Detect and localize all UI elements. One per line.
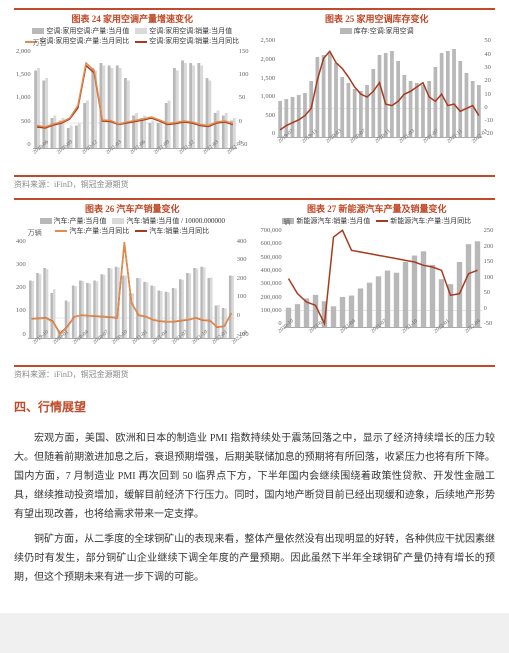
chart-24-unit: 万台	[33, 38, 47, 48]
legend-item: 汽车:销量:当月值 / 10000.000000	[112, 217, 225, 225]
legend-item: 汽车:产量:当月同比	[55, 227, 129, 235]
legend-item: 汽车:产量:当月值	[40, 217, 107, 225]
chart-24-legend: 空调:家用空调:产量:当月值空调:家用空调:销量:当月值空调:家用空调:产量:当…	[14, 27, 251, 46]
legend-item: 空调:家用空调:销量:当月值	[135, 27, 232, 35]
chart-26: 图表 26 汽车产销量变化 汽车:产量:当月值汽车:销量:当月值 / 10000…	[14, 202, 251, 361]
paragraph-2: 铜矿方面，从二季度的全球铜矿山的表现来看，整体产量依然没有出现明显的好转，各种供…	[14, 530, 495, 587]
source-row-2: 资料来源：iFinD，铜冠金源期货	[14, 369, 495, 380]
legend-item: 汽车:销量:当月同比	[135, 227, 209, 235]
chart-24-title: 图表 24 家用空调产量增速变化	[14, 12, 251, 25]
chart-27-legend: 新能源汽车:销量:当月值新能源汽车:产量:当月同比	[259, 217, 496, 225]
chart-27-unit: 辆	[284, 217, 291, 227]
chart-24: 图表 24 家用空调产量增速变化 空调:家用空调:产量:当月值空调:家用空调:销…	[14, 12, 251, 171]
chart-27: 图表 27 新能源汽车产量及销量变化 新能源汽车:销量:当月值新能源汽车:产量:…	[259, 202, 496, 361]
legend-item: 空调:家用空调:产量:当月值	[32, 27, 129, 35]
legend-item: 库存:空调:家用空调	[340, 27, 414, 35]
chart-26-unit: 万辆	[28, 228, 42, 238]
legend-item: 空调:家用空调:销量:当月同比	[135, 37, 239, 45]
chart-26-legend: 汽车:产量:当月值汽车:销量:当月值 / 10000.000000 汽车:产量:当…	[14, 217, 251, 236]
section-heading: 四、行情展望	[14, 398, 495, 415]
chart-26-title: 图表 26 汽车产销量变化	[14, 202, 251, 215]
chart-25-legend: 库存:空调:家用空调	[259, 27, 496, 35]
chart-27-title: 图表 27 新能源汽车产量及销量变化	[259, 202, 496, 215]
chart-25-title: 图表 25 家用空调库存变化	[259, 12, 496, 25]
legend-item: 新能源汽车:产量:当月同比	[376, 217, 471, 225]
source-row-1: 资料来源：iFinD，铜冠金源期货	[14, 179, 495, 190]
chart-25: 图表 25 家用空调库存变化 库存:空调:家用空调 2,5002,0001,50…	[259, 12, 496, 171]
paragraph-1: 宏观方面，美国、欧洲和日本的制造业 PMI 指数持续处于震荡回落之中，显示了经济…	[14, 429, 495, 524]
legend-item: 新能源汽车:销量:当月值	[282, 217, 370, 225]
